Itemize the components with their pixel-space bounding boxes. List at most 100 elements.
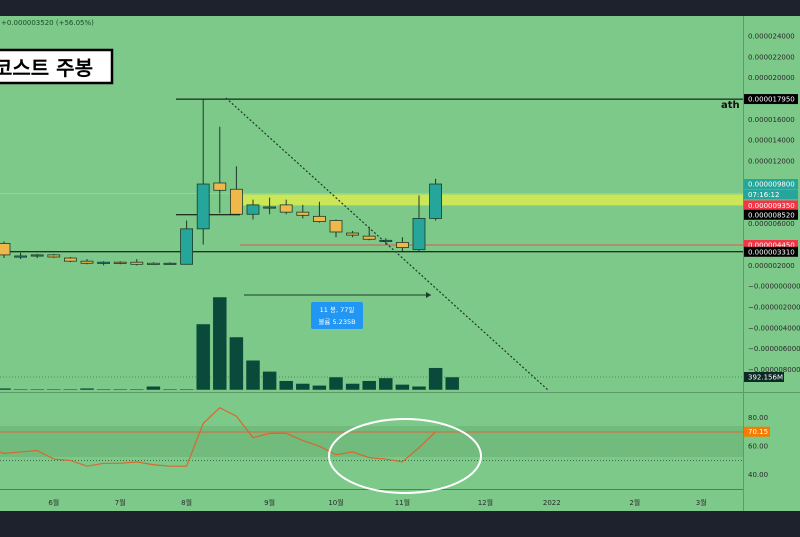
price-tick-label: 0.000014000 (748, 137, 795, 145)
measure-line1: 11 봉, 77일 (320, 305, 355, 314)
volume-bar (328, 376, 344, 391)
candle-body (196, 183, 210, 230)
time-tick-label: 12월 (478, 498, 493, 507)
price-tick-label: −0.000008000 (748, 366, 800, 374)
volume-bar (229, 336, 244, 391)
rsi-layer (0, 406, 743, 467)
rsi-tick-label: 60.00 (748, 443, 768, 451)
price-tag (744, 240, 798, 251)
price-tag (744, 246, 798, 257)
candle-body (263, 206, 277, 209)
volume-bar (212, 296, 228, 391)
candle-body (346, 232, 360, 236)
volume-bar (195, 323, 211, 391)
price-tag (744, 209, 798, 220)
price-tick-label: 0.000022000 (748, 53, 795, 61)
price-tag-label: 07:16:12 (748, 191, 779, 199)
price-tick-label: −0.000002000 (748, 304, 800, 312)
change-text: +0.000003520 (+56.05%) (1, 19, 94, 27)
price-tick-label: 0.000002000 (748, 262, 795, 270)
candle-body (64, 257, 77, 262)
price-tick-label: −0.000006000 (748, 345, 800, 353)
time-tick-label: 8월 (181, 498, 192, 507)
volume-bar (444, 376, 460, 391)
candle-body (429, 183, 443, 219)
bottom-bar (0, 511, 800, 533)
trend-line[interactable] (225, 97, 549, 391)
candle-body (113, 261, 127, 264)
price-tag-label: 0.000008520 (748, 211, 795, 219)
price-tick-label: 0.000020000 (748, 74, 795, 82)
candle-body (0, 243, 11, 256)
volume-bar (278, 380, 294, 391)
candle-body (97, 261, 110, 264)
volume-bar (411, 386, 427, 391)
volume-bar (46, 388, 62, 391)
price-tag (744, 179, 798, 190)
volume-bar (395, 384, 410, 391)
volume-tag (744, 372, 784, 382)
axis-layer: 0.000024000 0.000022000 0.000020000 0.00001… (48, 33, 800, 508)
price-tick-label: −0.000000000 (748, 283, 800, 291)
candle-body (163, 262, 177, 265)
time-tick-label: 6월 (48, 498, 59, 507)
candle-body (14, 255, 28, 258)
top-bar (0, 0, 800, 16)
candle-body (229, 188, 243, 215)
measure-line2: 볼륨 5.235B (318, 317, 355, 326)
time-tick-label: 3월 (696, 498, 707, 507)
volume-bar (63, 388, 78, 391)
title-label: 코스트 주봉 (0, 56, 93, 80)
time-tick-label: 2월 (629, 498, 640, 507)
price-tag-label: 0.000003310 (748, 248, 795, 256)
candle-body (180, 228, 194, 265)
candle-body (213, 182, 227, 191)
time-tick-label: 11월 (395, 498, 410, 507)
candle-body (246, 204, 260, 215)
ath-label: ath (721, 100, 740, 111)
time-tick-label: 2022 (543, 499, 561, 507)
measure-box[interactable] (311, 302, 363, 329)
price-tag (744, 189, 798, 200)
candle-body (362, 235, 376, 240)
price-tag-label: 0.000009350 (748, 202, 795, 210)
volume-bar (245, 359, 261, 391)
rsi-tick-label: 80.00 (748, 414, 768, 422)
time-axis-panel[interactable] (0, 493, 800, 511)
candle-body (47, 254, 61, 258)
candle-body (312, 215, 326, 222)
candle-body (80, 260, 94, 264)
price-tag (744, 94, 798, 105)
volume-bar (0, 387, 12, 391)
price-tick-label: 0.000016000 (748, 116, 795, 124)
volume-layer (0, 296, 460, 391)
price-tick-label: 0.000012000 (748, 158, 795, 166)
rsi-tag (744, 426, 770, 437)
time-tick-label: 9월 (264, 498, 275, 507)
volume-bar (345, 383, 360, 391)
volume-tag-label: 392.156M (748, 374, 783, 382)
volume-bar (13, 388, 28, 391)
price-tag-label: 0.000009800 (748, 181, 795, 189)
volume-bar (312, 385, 327, 391)
price-tick-label: −0.000004000 (748, 324, 800, 332)
candle-body (379, 239, 393, 242)
candle-body (30, 254, 44, 257)
volume-bar (146, 386, 161, 391)
rsi-band (0, 426, 743, 457)
circle-annotation[interactable] (328, 418, 482, 494)
price-tick-label: 0.000024000 (748, 33, 795, 41)
candle-body (412, 218, 426, 251)
candles-layer (0, 99, 443, 266)
volume-bar (295, 383, 311, 391)
resistance-band (240, 194, 743, 206)
volume-bar (179, 388, 194, 391)
price-tick-label: 0.000006000 (748, 220, 795, 228)
volume-bar (378, 377, 394, 391)
rsi-tick-label: 40.00 (748, 471, 768, 479)
candle-body (395, 241, 409, 249)
title-box[interactable] (0, 48, 114, 85)
volume-bar (361, 380, 377, 391)
